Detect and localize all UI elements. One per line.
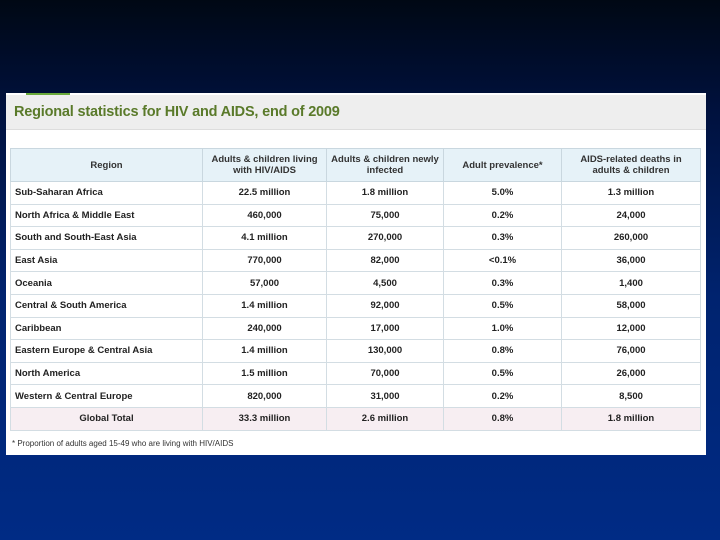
- region-cell: North Africa & Middle East: [10, 203, 203, 228]
- aids-deaths-cell: 1.3 million: [561, 181, 701, 205]
- aids-deaths-cell: 76,000: [561, 339, 701, 363]
- region-cell: Western & Central Europe: [10, 384, 203, 408]
- stats-table-container: Region Adults & children living with HIV…: [10, 148, 701, 431]
- table-header-row: Region Adults & children living with HIV…: [10, 148, 701, 182]
- newly-infected-cell: 270,000: [326, 226, 444, 250]
- table-row: North America 1.5 million 70,000 0.5% 26,000: [10, 361, 701, 386]
- region-cell: Oceania: [10, 271, 203, 295]
- newly-infected-cell: 75,000: [326, 203, 444, 228]
- living-with-hiv-cell: 4.1 million: [202, 226, 327, 250]
- living-with-hiv-cell: 1.4 million: [202, 339, 327, 363]
- newly-infected-cell: 92,000: [326, 293, 444, 318]
- stats-table: Region Adults & children living with HIV…: [10, 148, 701, 431]
- living-with-hiv-cell: 770,000: [202, 248, 327, 273]
- title-bar: Regional statistics for HIV and AIDS, en…: [6, 95, 706, 130]
- aids-deaths-cell: 8,500: [561, 384, 701, 408]
- table-row: Eastern Europe & Central Asia 1.4 million…: [10, 339, 701, 363]
- newly-infected-cell: 1.8 million: [326, 181, 444, 205]
- newly-infected-cell: 82,000: [326, 248, 444, 273]
- adult-prevalence-cell: 0.3%: [443, 271, 562, 295]
- living-with-hiv-cell: 22.5 million: [202, 181, 327, 205]
- header-newly-infected: Adults & children newly infected: [326, 148, 444, 182]
- region-cell: Eastern Europe & Central Asia: [10, 339, 203, 363]
- header-living-with-hiv: Adults & children living with HIV/AIDS: [202, 148, 327, 182]
- header-adult-prevalence: Adult prevalence*: [443, 148, 562, 182]
- table-body: Sub-Saharan Africa 22.5 million 1.8 millio…: [10, 181, 701, 431]
- table-row: South and South-East Asia 4.1 million 270,…: [10, 226, 701, 250]
- table-row: Central & South America 1.4 million 92,000…: [10, 293, 701, 318]
- living-with-hiv-cell: 1.4 million: [202, 293, 327, 318]
- region-cell: Central & South America: [10, 293, 203, 318]
- adult-prevalence-cell: 0.5%: [443, 361, 562, 386]
- region-cell: North America: [10, 361, 203, 386]
- adult-prevalence-cell: 0.2%: [443, 384, 562, 408]
- header-aids-deaths: AIDS-related deaths in adults & children: [561, 148, 701, 182]
- table-total-row: Global Total 33.3 million 2.6 million 0.8% 1…: [10, 406, 701, 431]
- aids-deaths-cell: 36,000: [561, 248, 701, 273]
- adult-prevalence-cell: <0.1%: [443, 248, 562, 273]
- adult-prevalence-cell: 5.0%: [443, 181, 562, 205]
- living-with-hiv-cell: 460,000: [202, 203, 327, 228]
- living-with-hiv-cell: 820,000: [202, 384, 327, 408]
- newly-infected-cell: 31,000: [326, 384, 444, 408]
- table-row: East Asia 770,000 82,000 <0.1% 36,000: [10, 248, 701, 273]
- living-with-hiv-cell: 57,000: [202, 271, 327, 295]
- newly-infected-cell: 4,500: [326, 271, 444, 295]
- region-cell: South and South-East Asia: [10, 226, 203, 250]
- total-aids-deaths-cell: 1.8 million: [561, 406, 701, 431]
- adult-prevalence-cell: 0.5%: [443, 293, 562, 318]
- slide-card: Regional statistics for HIV and AIDS, en…: [6, 93, 706, 455]
- region-cell: Sub-Saharan Africa: [10, 181, 203, 205]
- aids-deaths-cell: 12,000: [561, 316, 701, 341]
- aids-deaths-cell: 24,000: [561, 203, 701, 228]
- accent-bar: [26, 93, 70, 95]
- total-newly-infected-cell: 2.6 million: [326, 406, 444, 431]
- newly-infected-cell: 17,000: [326, 316, 444, 341]
- table-row: Oceania 57,000 4,500 0.3% 1,400: [10, 271, 701, 295]
- total-adult-prevalence-cell: 0.8%: [443, 406, 562, 431]
- footnote: * Proportion of adults aged 15-49 who ar…: [12, 439, 234, 448]
- adult-prevalence-cell: 1.0%: [443, 316, 562, 341]
- table-row: North Africa & Middle East 460,000 75,000 0…: [10, 203, 701, 228]
- region-cell: Caribbean: [10, 316, 203, 341]
- adult-prevalence-cell: 0.8%: [443, 339, 562, 363]
- aids-deaths-cell: 260,000: [561, 226, 701, 250]
- aids-deaths-cell: 1,400: [561, 271, 701, 295]
- table-row: Caribbean 240,000 17,000 1.0% 12,000: [10, 316, 701, 341]
- page-title: Regional statistics for HIV and AIDS, en…: [14, 104, 340, 120]
- adult-prevalence-cell: 0.3%: [443, 226, 562, 250]
- newly-infected-cell: 70,000: [326, 361, 444, 386]
- living-with-hiv-cell: 1.5 million: [202, 361, 327, 386]
- header-region: Region: [10, 148, 203, 182]
- newly-infected-cell: 130,000: [326, 339, 444, 363]
- region-cell: East Asia: [10, 248, 203, 273]
- total-region-cell: Global Total: [10, 406, 203, 431]
- living-with-hiv-cell: 240,000: [202, 316, 327, 341]
- total-living-with-hiv-cell: 33.3 million: [202, 406, 327, 431]
- aids-deaths-cell: 26,000: [561, 361, 701, 386]
- table-row: Sub-Saharan Africa 22.5 million 1.8 millio…: [10, 181, 701, 205]
- aids-deaths-cell: 58,000: [561, 293, 701, 318]
- adult-prevalence-cell: 0.2%: [443, 203, 562, 228]
- table-row: Western & Central Europe 820,000 31,000 0.2…: [10, 384, 701, 408]
